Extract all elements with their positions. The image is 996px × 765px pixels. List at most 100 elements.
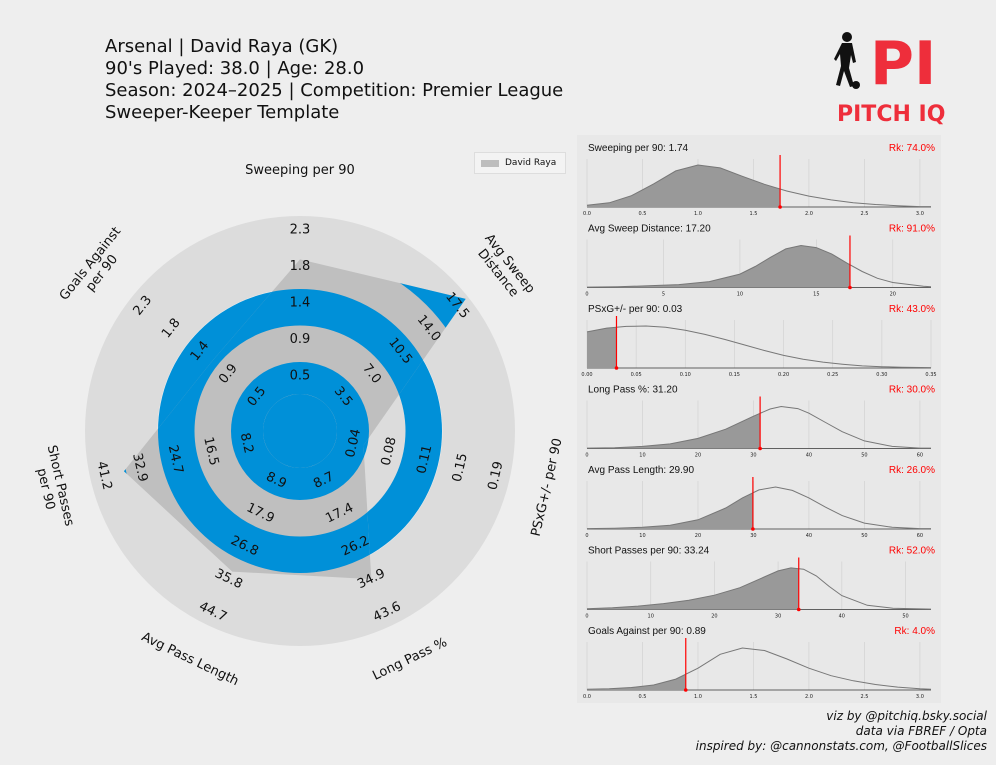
dist-tick-label: 5 bbox=[662, 292, 665, 298]
dist-value-dot bbox=[796, 607, 801, 612]
dist-tick-label: 40 bbox=[806, 453, 812, 459]
dist-title: Short Passes per 90: 33.24 bbox=[588, 546, 710, 557]
dist-tick-label: 0.5 bbox=[639, 211, 647, 217]
radar-axis-label: Long Pass % bbox=[370, 635, 449, 684]
dist-value-dot bbox=[848, 285, 852, 290]
distribution-panel: Sweeping per 90: 1.74 Rk: 74.0% 0.0 0.5 1.0 1… bbox=[577, 135, 941, 703]
dist-tick-label: 2.5 bbox=[860, 694, 868, 700]
radar-tick-label: 41.2 bbox=[94, 460, 115, 492]
dist-chart-1: Avg Sweep Distance: 17.20 Rk: 91.0% 0 5 10 15… bbox=[585, 224, 935, 298]
dist-tick-label: 0.35 bbox=[925, 372, 936, 378]
dist-tick-label: 1.0 bbox=[694, 211, 702, 217]
radar-tick-label: 8.2 bbox=[237, 431, 256, 455]
radar-tick-label: 32.9 bbox=[129, 452, 150, 484]
dist-chart-2: PSxG+/- per 90: 0.03 Rk: 43.0% 0.00 0.05 0.1… bbox=[581, 304, 936, 378]
footballer-silhouette-icon bbox=[834, 32, 860, 89]
radar-tick-label: 2.3 bbox=[290, 223, 311, 238]
dist-tick-label: 0.05 bbox=[631, 372, 642, 378]
dist-value-dot bbox=[758, 446, 762, 451]
distribution-charts: Sweeping per 90: 1.74 Rk: 74.0% 0.0 0.5 1.0 1… bbox=[581, 143, 936, 700]
dist-rank: Rk: 52.0% bbox=[889, 546, 935, 557]
dist-rank: Rk: 26.0% bbox=[889, 465, 935, 476]
dist-tick-label: 0 bbox=[585, 292, 588, 298]
logo-text: PITCH IQ bbox=[837, 102, 945, 127]
dist-tick-label: 40 bbox=[806, 533, 812, 539]
dist-area-fill bbox=[587, 413, 761, 449]
dist-tick-label: 2.5 bbox=[860, 211, 868, 217]
dist-rank: Rk: 91.0% bbox=[889, 224, 935, 235]
dist-tick-label: 40 bbox=[839, 614, 845, 620]
radar-axis-label-line: PSxG+/- per 90 bbox=[529, 437, 566, 538]
dist-title: Avg Sweep Distance: 17.20 bbox=[588, 224, 711, 235]
radar-axis-label: Avg Pass Length bbox=[139, 630, 241, 689]
radar-axis-label: PSxG+/- per 90 bbox=[529, 437, 566, 538]
dist-title: PSxG+/- per 90: 0.03 bbox=[588, 304, 683, 315]
dist-tick-label: 0.0 bbox=[583, 694, 591, 700]
dist-curve bbox=[586, 647, 932, 690]
radar-tick-label: 0.19 bbox=[485, 460, 506, 492]
radar-axis-label: Avg SweepDistance bbox=[470, 231, 538, 305]
dist-area-fill bbox=[587, 674, 686, 690]
dist-tick-label: 3.0 bbox=[916, 694, 924, 700]
dist-area-fill bbox=[587, 165, 781, 207]
chart-header: Arsenal | David Raya (GK) 90's Played: 3… bbox=[105, 36, 563, 124]
dist-value-dot bbox=[751, 527, 755, 531]
dist-curve bbox=[586, 405, 931, 449]
radar-tick-label: 16.5 bbox=[200, 436, 221, 468]
radar-tick-label: 1.4 bbox=[290, 296, 311, 311]
radar-tick-label: 0.08 bbox=[379, 436, 400, 468]
title-team-player: Arsenal | David Raya (GK) bbox=[105, 36, 339, 57]
dist-tick-label: 0.5 bbox=[639, 694, 647, 700]
dist-title: Long Pass %: 31.20 bbox=[588, 385, 678, 396]
dist-value-dot bbox=[614, 366, 619, 370]
dist-area-fill bbox=[587, 245, 850, 288]
dist-tick-label: 20 bbox=[695, 533, 701, 539]
radar-axis-label-line: Avg Pass Length bbox=[139, 630, 241, 689]
radar-axis-label: Short Passesper 90 bbox=[29, 444, 77, 531]
pitchiq-logo: PI PITCH IQ bbox=[834, 29, 945, 127]
dist-curve bbox=[586, 486, 931, 530]
dist-tick-label: 60 bbox=[917, 453, 923, 459]
title-minutes-age: 90's Played: 38.0 | Age: 28.0 bbox=[105, 58, 365, 79]
dist-rank: Rk: 43.0% bbox=[889, 304, 935, 315]
dist-chart-5: Short Passes per 90: 33.24 Rk: 52.0% 0 10 20… bbox=[585, 546, 935, 620]
radar-tick-label: 0.5 bbox=[290, 369, 311, 384]
dist-title: Sweeping per 90: 1.74 bbox=[588, 143, 689, 154]
dist-rank: Rk: 30.0% bbox=[889, 385, 935, 396]
dist-tick-label: 0.30 bbox=[876, 372, 887, 378]
credit-viz: viz by @pitchiq.bsky.social bbox=[826, 709, 987, 723]
legend-label: David Raya bbox=[505, 158, 557, 168]
dist-tick-label: 0 bbox=[585, 453, 588, 459]
dist-rank: Rk: 74.0% bbox=[889, 143, 935, 154]
dist-tick-label: 1.0 bbox=[694, 694, 702, 700]
dist-tick-label: 20 bbox=[711, 614, 717, 620]
dist-tick-label: 10 bbox=[737, 292, 743, 298]
dist-tick-label: 10 bbox=[648, 614, 654, 620]
dist-tick-label: 1.5 bbox=[749, 211, 757, 217]
dist-tick-label: 0 bbox=[585, 614, 588, 620]
dist-tick-label: 50 bbox=[902, 614, 908, 620]
dist-chart-3: Long Pass %: 31.20 Rk: 30.0% 0 10 20 30 40 50 60 bbox=[585, 385, 935, 459]
legend-swatch bbox=[481, 159, 499, 167]
dist-chart-0: Sweeping per 90: 1.74 Rk: 74.0% 0.0 0.5 1.0 1… bbox=[583, 143, 935, 217]
credit-data: data via FBREF / Opta bbox=[855, 724, 987, 738]
dist-tick-label: 0.25 bbox=[827, 372, 838, 378]
title-template: Sweeper-Keeper Template bbox=[105, 102, 340, 123]
dist-chart-4: Avg Pass Length: 29.90 Rk: 26.0% 0 10 20 30 40… bbox=[585, 465, 935, 539]
radar-tick-label: 1.8 bbox=[290, 259, 311, 274]
legend: David Raya bbox=[474, 152, 566, 174]
radar-tick-label: 0.11 bbox=[414, 444, 435, 476]
dist-area-fill bbox=[587, 567, 799, 610]
radar-axis-label: Goals Againstper 90 bbox=[57, 224, 136, 313]
dist-tick-label: 30 bbox=[775, 614, 781, 620]
radar-player-core bbox=[263, 394, 337, 468]
radar-tick-label: 0.04 bbox=[343, 427, 364, 459]
dist-tick-label: 2.0 bbox=[805, 211, 813, 217]
dist-tick-label: 0.0 bbox=[583, 211, 591, 217]
dist-tick-label: 30 bbox=[750, 533, 756, 539]
dist-tick-label: 0.10 bbox=[680, 372, 691, 378]
dist-tick-label: 15 bbox=[813, 292, 819, 298]
dist-curve bbox=[586, 244, 932, 288]
dist-value-dot bbox=[778, 205, 782, 209]
